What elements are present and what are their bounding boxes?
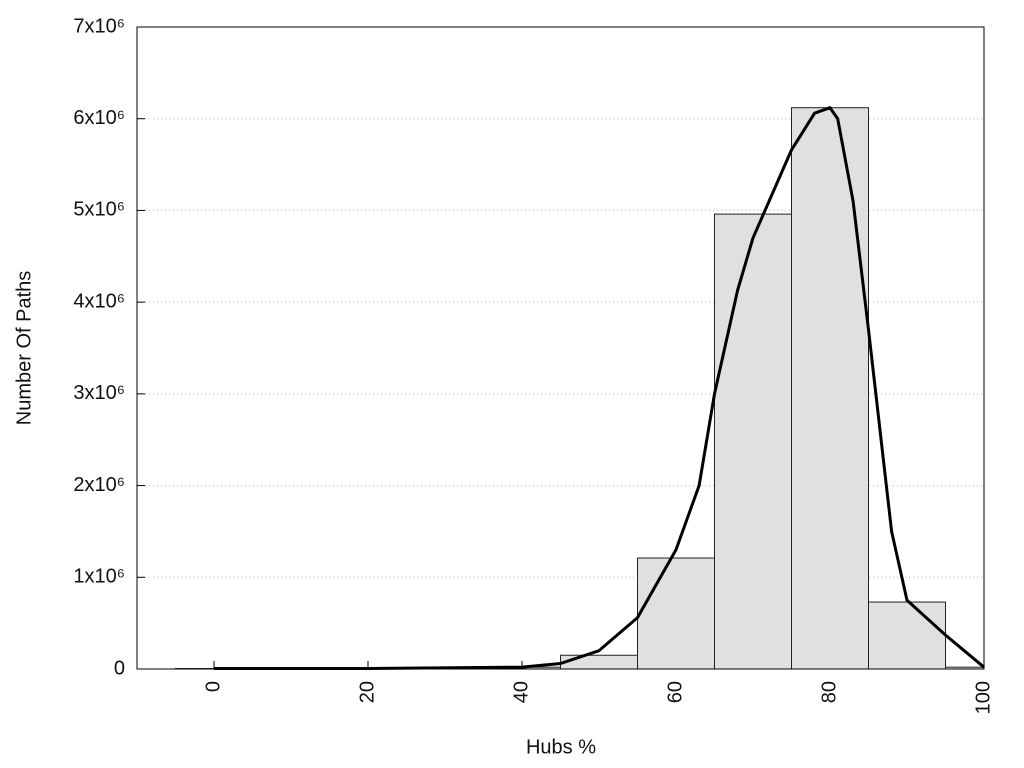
y-tick-label: 7x10⁶: [73, 15, 125, 37]
y-tick-label: 6x10⁶: [73, 107, 125, 129]
plot-frame: [136, 26, 985, 670]
y-tick-label: 2x10⁶: [73, 474, 125, 496]
x-tick-label: 80: [818, 681, 840, 703]
bar: [714, 213, 792, 670]
y-tick-label: 3x10⁶: [73, 382, 125, 404]
x-tick-label: 40: [510, 681, 532, 703]
x-axis-label: Hubs %: [526, 736, 596, 758]
x-tick-label: 20: [356, 681, 378, 703]
density-curve: [214, 106, 985, 671]
bar: [637, 557, 715, 670]
bar: [560, 654, 638, 670]
y-tick-label: 0: [114, 657, 125, 679]
bar: [868, 601, 946, 670]
bar: [791, 107, 869, 670]
y-tick-label: 5x10⁶: [73, 199, 125, 221]
y-axis-label: Number Of Paths: [13, 271, 35, 426]
y-tick-label: 1x10⁶: [73, 566, 125, 588]
y-tick-label: 4x10⁶: [73, 290, 125, 312]
x-tick-label: 100: [972, 681, 994, 714]
x-tick-label: 0: [202, 681, 224, 692]
x-tick-label: 60: [664, 681, 686, 703]
